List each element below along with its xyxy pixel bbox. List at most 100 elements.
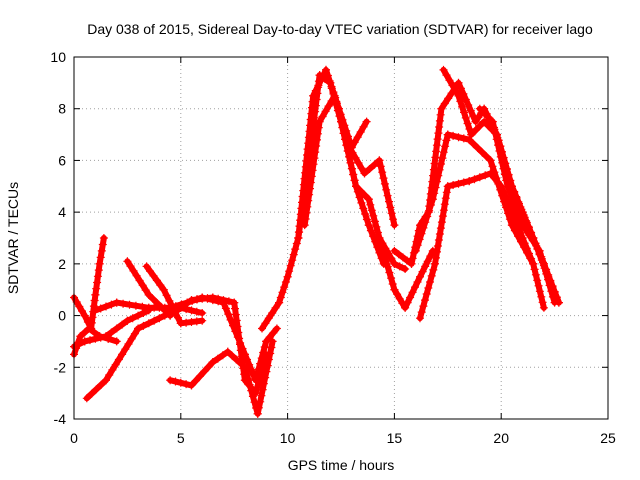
data-point-marker [387,274,396,283]
data-point-marker [219,296,228,305]
data-point-marker [383,262,392,271]
data-point-marker [422,290,431,298]
data-point-marker [309,91,318,100]
data-point-marker [276,293,285,302]
data-point-marker [182,380,191,389]
data-point-marker [523,248,532,257]
data-point-marker [268,309,277,317]
data-point-marker [93,272,102,281]
data-point-marker [437,218,446,227]
data-point-marker [288,256,297,265]
data-point-marker [112,337,121,346]
data-point-marker [454,179,463,188]
data-point-marker [322,65,330,74]
data-point-marker [510,226,519,235]
data-point-marker [492,135,501,144]
series-arc-7 [166,337,277,418]
series-arc-12 [375,234,437,312]
data-point-marker [426,201,435,209]
data-point-marker [99,234,108,242]
data-point-marker [98,240,107,249]
data-point-marker [259,379,268,388]
data-point-marker [96,333,105,342]
data-point-marker [182,299,191,308]
data-point-marker [539,303,548,312]
data-point-marker [221,304,230,313]
data-point-marker [141,286,150,295]
data-point-marker [152,276,161,285]
data-point-marker [445,76,454,85]
data-point-marker [146,267,154,276]
data-point-marker [155,314,164,323]
data-point-marker [522,226,530,235]
data-point-marker [114,355,123,364]
data-point-marker [378,245,387,254]
data-point-marker [187,381,196,390]
data-point-marker [494,179,503,188]
data-point-marker [159,285,168,294]
data-point-marker [83,318,92,326]
data-point-marker [87,318,96,327]
data-point-marker [520,243,529,252]
data-point-marker [531,270,540,279]
data-point-marker [292,239,301,248]
data-point-marker [198,316,207,325]
data-point-marker [315,117,324,126]
data-point-marker [192,307,201,316]
series-line [259,72,409,332]
data-point-marker [254,403,263,412]
y-tick-label: 0 [58,308,66,324]
data-point-marker [300,221,309,230]
data-point-marker [269,328,278,337]
data-point-marker [449,131,458,140]
data-point-marker [91,290,100,299]
data-point-marker [351,153,360,162]
data-point-marker [256,397,265,406]
data-point-marker [272,324,281,333]
data-point-marker [125,300,134,309]
data-point-marker [421,218,430,227]
data-point-marker [330,91,339,100]
data-point-marker [428,195,437,204]
data-point-marker [144,306,153,315]
data-point-marker [187,306,196,315]
data-point-marker [366,200,375,209]
data-point-marker [464,101,473,109]
data-point-marker [503,182,512,191]
data-point-marker [434,129,443,138]
data-point-marker [382,185,391,194]
data-point-marker [236,359,245,368]
series-arc-2 [70,234,108,333]
data-point-marker [97,246,106,255]
data-point-marker [390,221,399,230]
data-point-marker [311,86,320,95]
data-point-marker [461,95,470,104]
data-point-marker [461,113,470,122]
data-point-marker [308,166,317,175]
data-point-marker [260,343,269,351]
data-point-marker [467,130,476,139]
data-point-marker [534,281,543,290]
data-point-marker [354,159,363,167]
data-point-marker [413,241,422,250]
data-point-marker [305,190,314,199]
data-point-marker [353,133,362,142]
data-point-marker [248,392,257,401]
data-point-marker [498,158,507,167]
data-point-marker [466,106,475,115]
data-point-marker [387,209,396,218]
data-point-marker [111,360,120,369]
data-point-marker [86,336,94,345]
data-point-marker [469,112,478,121]
data-point-marker [380,251,389,260]
data-point-marker [514,210,523,218]
series-line [71,235,107,332]
data-point-marker [264,355,273,364]
data-point-marker [438,212,447,221]
data-point-marker [346,158,355,167]
data-point-marker [126,262,135,271]
data-point-marker [421,262,430,271]
data-point-marker [265,333,274,342]
data-point-marker [430,189,439,198]
data-point-marker [102,332,110,341]
